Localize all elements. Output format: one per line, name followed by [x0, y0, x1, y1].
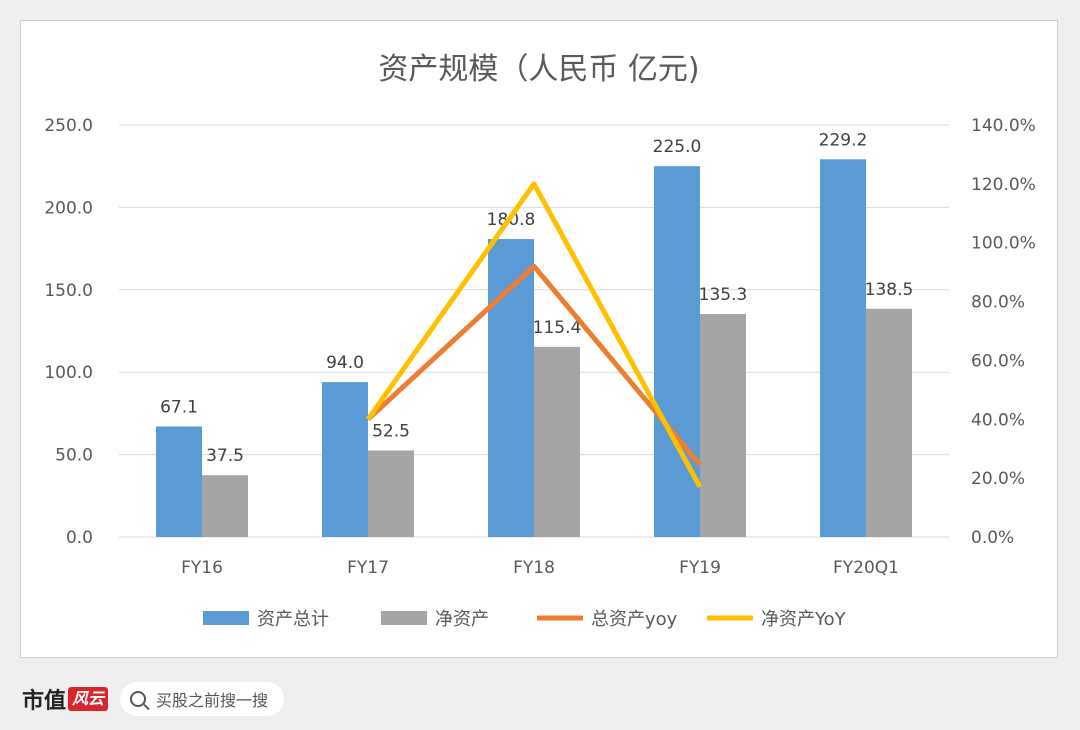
bar-data-label: 135.3 — [699, 285, 748, 305]
search-icon — [130, 691, 147, 707]
bar-net-assets — [534, 346, 580, 537]
bar-data-label: 52.5 — [372, 421, 410, 441]
x-tick-label: FY19 — [679, 558, 721, 578]
y-left-tick-label: 0.0 — [66, 528, 93, 548]
brand-name: 市值 — [22, 688, 67, 714]
brand-logo: 市值 风云 — [22, 683, 109, 715]
bar-net-assets — [202, 475, 248, 537]
bar-data-label: 67.1 — [160, 397, 198, 417]
bar-net-assets — [368, 450, 414, 537]
bar-total-assets — [820, 159, 866, 538]
brand-seal: 风云 — [68, 687, 109, 711]
chart-card: 资产规模（人民币 亿元) 0.0 50.0 100.0 150.0 200.0 250.0 0… — [20, 20, 1058, 658]
x-tick-label: FY18 — [513, 558, 555, 578]
legend-label: 资产总计 — [257, 609, 329, 630]
bar-data-label: 225.0 — [653, 137, 702, 157]
bar-data-label: 229.2 — [819, 130, 868, 150]
bar-net-assets — [700, 314, 746, 537]
y-right-tick-label: 100.0% — [971, 234, 1036, 254]
y-right-tick-label: 60.0% — [971, 351, 1025, 371]
legend-swatch — [203, 611, 249, 625]
bar-data-label: 94.0 — [326, 353, 364, 373]
y-right-tick-label: 0.0% — [971, 528, 1014, 548]
y-right-tick-label: 80.0% — [971, 293, 1025, 313]
x-tick-label: FY20Q1 — [833, 558, 899, 578]
y-left-tick-label: 100.0 — [44, 363, 93, 383]
bar-data-label: 37.5 — [206, 446, 244, 466]
legend-swatch — [381, 611, 427, 625]
y-right-tick-label: 120.0% — [971, 175, 1036, 195]
search-text: 买股之前搜一搜 — [156, 691, 269, 710]
y-left-tick-label: 250.0 — [44, 116, 93, 136]
bar-total-assets — [488, 239, 534, 537]
bar-total-assets — [322, 382, 368, 537]
bar-total-assets — [156, 426, 202, 537]
chart-svg: 资产规模（人民币 亿元) 0.0 50.0 100.0 150.0 200.0 250.0 0… — [44, 52, 1036, 630]
line-net-assets-yoy — [365, 181, 703, 489]
footer-bar: 市值 风云 买股之前搜一搜 — [0, 668, 1080, 730]
y-left-tick-label: 150.0 — [44, 281, 93, 301]
y-right-tick-label: 20.0% — [971, 469, 1025, 489]
y-right-tick-label: 140.0% — [971, 116, 1036, 136]
bar-data-label: 115.4 — [533, 318, 582, 338]
bar-net-assets — [866, 308, 912, 537]
y-left-tick-label: 200.0 — [44, 198, 93, 218]
search-box[interactable]: 买股之前搜一搜 — [120, 682, 285, 716]
x-tick-label: FY17 — [347, 558, 389, 578]
chart-title: 资产规模（人民币 亿元) — [378, 52, 699, 87]
line-total-assets-yoy — [366, 263, 702, 467]
bar-data-label: 138.5 — [865, 280, 914, 300]
legend-label: 总资产yoy — [591, 609, 678, 630]
y-right-tick-label: 40.0% — [971, 410, 1025, 430]
x-tick-label: FY16 — [181, 558, 223, 578]
legend-label: 净资产 — [435, 609, 489, 630]
legend-label: 净资产YoY — [761, 609, 847, 630]
bar-total-assets — [654, 166, 700, 537]
y-left-tick-label: 50.0 — [55, 446, 93, 466]
